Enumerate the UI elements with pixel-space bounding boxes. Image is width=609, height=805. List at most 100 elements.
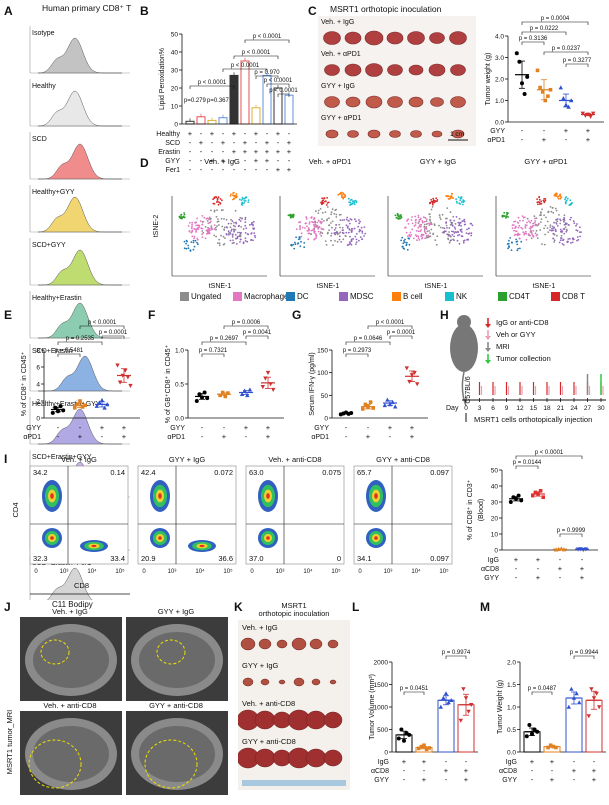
tsne-point <box>355 201 358 204</box>
data-point <box>522 92 527 97</box>
data-point <box>438 704 443 709</box>
sign-mark: + <box>122 423 127 432</box>
tsne-point <box>443 227 446 230</box>
tsne-point <box>341 194 343 197</box>
tsne-point <box>180 214 182 216</box>
p-value: p = 0.970 <box>254 70 280 76</box>
data-point <box>245 393 250 398</box>
y-tick-label: 20 <box>171 86 179 93</box>
tsne-point <box>236 235 239 238</box>
tsne-point <box>349 201 352 204</box>
tsne-point <box>239 241 241 243</box>
tsne-point <box>225 233 228 235</box>
y-tick-label: 30 <box>171 68 179 75</box>
sign-mark: - <box>277 156 280 165</box>
sign-row-label: Healthy <box>156 131 180 138</box>
tsne-point <box>293 247 296 250</box>
data-point <box>561 96 566 101</box>
y-tick-label: 2 <box>36 399 40 406</box>
data-point <box>508 500 513 504</box>
flow-x-tick: 0 <box>250 569 254 575</box>
tsne-point <box>564 198 566 201</box>
sign-mark: - <box>222 129 225 138</box>
sign-mark: + <box>530 757 535 766</box>
blood-cd8-svg: 0 10 20 30 40 50 % of CD8⁺ in CD3⁺ (Blood) p < 0… <box>467 450 598 582</box>
tsne-point <box>316 221 319 224</box>
tsne-point <box>361 232 364 234</box>
tsne-point <box>556 218 559 220</box>
tsne-point <box>244 240 247 242</box>
tsne-point <box>185 239 188 242</box>
tsne-point <box>310 229 313 232</box>
sign-mark: - <box>266 165 269 174</box>
tsne-point <box>216 242 219 244</box>
tsne-point <box>336 233 339 236</box>
tsne-point <box>310 233 312 236</box>
tsne-point <box>319 208 322 210</box>
tsne-point <box>242 241 245 244</box>
sign-mark: - <box>423 766 426 775</box>
tsne-point <box>233 221 235 224</box>
tsne-point <box>454 223 457 225</box>
tsne-point <box>515 230 518 233</box>
tsne-point <box>461 231 463 233</box>
y-tick-label: 2.0 <box>507 660 516 667</box>
tsne-point <box>238 198 241 201</box>
tsne-point <box>514 233 517 236</box>
tsne-point <box>556 234 558 237</box>
tsne-point <box>358 219 360 221</box>
tsne-point <box>453 235 455 238</box>
tsne-point <box>203 216 206 219</box>
tsne-point <box>230 218 232 221</box>
tsne-point <box>429 202 431 205</box>
tsne-point <box>341 226 344 229</box>
sign-mark: - <box>573 775 576 784</box>
tsne-point <box>535 229 538 232</box>
tsne-point <box>363 235 365 237</box>
tsne-point <box>530 237 533 240</box>
data-point <box>115 363 120 368</box>
tsne-point <box>555 209 558 212</box>
sign-row-label: GYY <box>170 425 185 432</box>
sign-mark: - <box>57 423 60 432</box>
y-tick-label: 0.0 <box>507 750 516 757</box>
tumor-outline <box>156 639 186 665</box>
tsne-point <box>536 224 538 227</box>
p-value: p = 0.9944 <box>570 650 599 656</box>
tsne-point <box>534 224 537 226</box>
tsne-point <box>542 199 545 202</box>
tsne-point <box>190 227 193 230</box>
timeline-day-label: 9 <box>505 405 509 412</box>
y-axis-label: Tumor Weight (g) <box>497 680 504 734</box>
data-point <box>554 745 558 750</box>
p-value: p = 0.0144 <box>513 460 542 466</box>
data-point <box>50 410 55 415</box>
tsne-point <box>358 222 360 225</box>
tsne-point <box>564 201 567 204</box>
tsne-point <box>250 232 253 234</box>
significance-bracket <box>223 325 269 329</box>
p-value: p = 0.9999 <box>557 528 586 534</box>
tsne-point <box>449 219 452 221</box>
sign-mark: - <box>543 126 546 135</box>
sign-mark: - <box>559 555 562 564</box>
significance-bracket <box>543 51 589 55</box>
tsne-point <box>453 232 456 234</box>
flow-y-axis: CD4 <box>11 502 20 517</box>
tsne-point <box>425 220 428 223</box>
tsne-point <box>244 200 247 202</box>
density-core <box>158 493 162 499</box>
tsne-point <box>204 237 207 240</box>
tsne-point <box>417 235 420 238</box>
tsne-point <box>426 230 429 233</box>
tsne-point <box>563 220 565 223</box>
tsne-point <box>359 220 361 223</box>
tsne-point <box>229 195 232 197</box>
bar <box>284 94 294 125</box>
panel-d-tsne: tSNE-2 Veh. + IgG tSNE-1 Veh. + αPD1 tSNE-1 G… <box>150 156 609 306</box>
flow-frame <box>353 465 453 565</box>
data-point <box>594 691 599 696</box>
tsne-point <box>446 233 449 236</box>
tsne-point <box>439 218 442 221</box>
tsne-point <box>232 192 234 194</box>
